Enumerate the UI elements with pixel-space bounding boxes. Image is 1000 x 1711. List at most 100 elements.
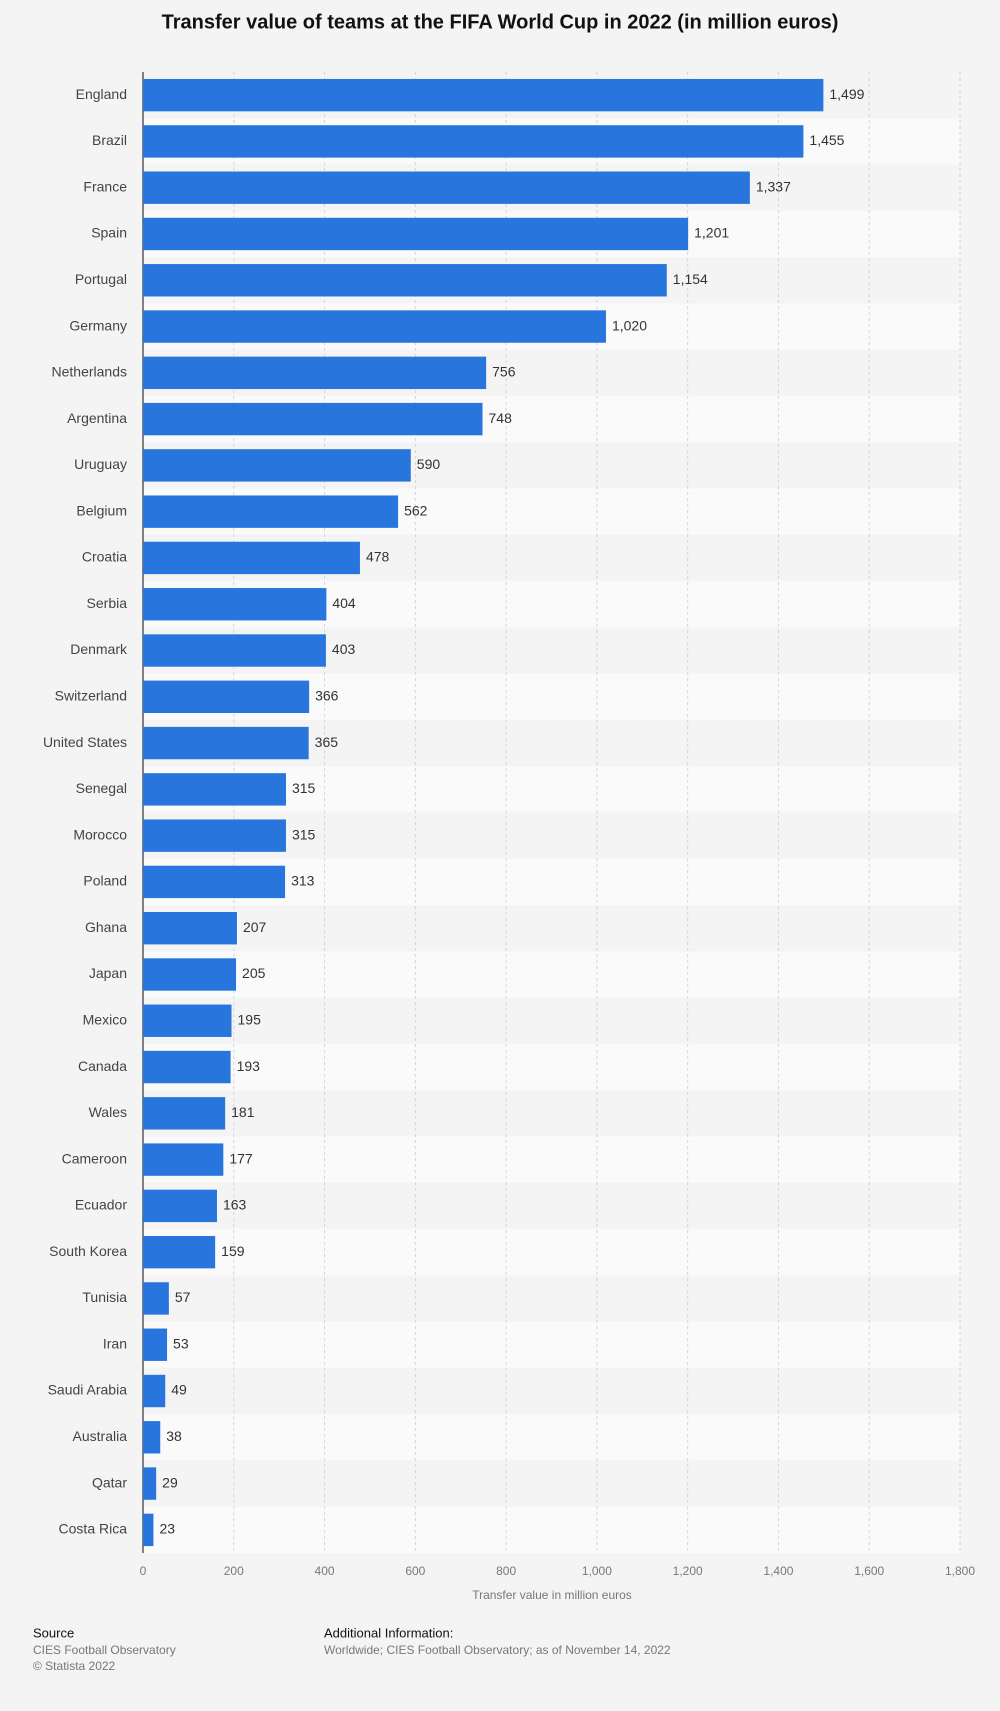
- bar: [143, 1143, 224, 1176]
- y-tick-label: England: [76, 86, 127, 102]
- y-tick-label: Mexico: [83, 1011, 128, 1027]
- bar: [143, 1235, 216, 1269]
- x-tick-label: 200: [224, 1564, 244, 1578]
- value-label: 49: [171, 1382, 187, 1398]
- x-tick-label: 1,200: [673, 1564, 703, 1578]
- bar: [143, 1328, 168, 1361]
- y-tick-label: Wales: [89, 1104, 127, 1120]
- info-text: Worldwide; CIES Football Observatory; as…: [324, 1643, 671, 1657]
- y-tick-label: Denmark: [70, 641, 128, 657]
- y-tick-label: Ghana: [85, 919, 127, 935]
- value-label: 1,455: [809, 132, 844, 148]
- bar: [143, 1189, 217, 1223]
- bar: [143, 865, 286, 899]
- bar: [143, 1374, 166, 1408]
- row-band: [143, 1182, 960, 1230]
- value-label: 365: [315, 734, 339, 750]
- value-label: 1,020: [612, 317, 647, 333]
- y-tick-label: Ecuador: [75, 1197, 127, 1213]
- bar: [143, 912, 237, 945]
- value-label: 207: [243, 919, 267, 935]
- y-tick-label: Saudi Arabia: [48, 1382, 128, 1398]
- source-line: © Statista 2022: [33, 1659, 116, 1673]
- y-tick-label: Switzerland: [55, 688, 127, 704]
- x-tick-label: 1,600: [854, 1564, 884, 1578]
- y-tick-label: Poland: [83, 873, 127, 889]
- value-label: 159: [221, 1243, 245, 1259]
- bar: [143, 634, 326, 667]
- y-tick-label: South Korea: [49, 1243, 127, 1259]
- value-label: 1,499: [829, 86, 864, 102]
- row-band: [143, 1043, 960, 1091]
- bar: [143, 217, 689, 251]
- value-label: 1,201: [694, 225, 729, 241]
- bar: [143, 1513, 154, 1547]
- y-tick-label: Germany: [69, 317, 127, 333]
- row-band: [143, 951, 960, 998]
- bar: [143, 310, 606, 343]
- x-tick-label: 600: [405, 1564, 425, 1578]
- value-label: 315: [292, 780, 316, 796]
- bar: [143, 1004, 232, 1037]
- info-heading: Additional Information:: [324, 1625, 453, 1640]
- y-tick-label: Portugal: [75, 271, 127, 287]
- y-tick-label: Brazil: [92, 132, 127, 148]
- y-tick-label: Cameroon: [62, 1150, 127, 1166]
- value-label: 177: [229, 1150, 253, 1166]
- bar: [143, 402, 483, 436]
- bar: [143, 1282, 169, 1315]
- value-label: 562: [404, 502, 428, 518]
- value-label: 163: [223, 1197, 247, 1213]
- row-band: [143, 1229, 960, 1276]
- value-label: 38: [166, 1428, 182, 1444]
- y-tick-label: Argentina: [67, 410, 127, 426]
- bar: [143, 588, 327, 621]
- value-label: 756: [492, 364, 516, 380]
- y-tick-label: Japan: [89, 965, 127, 981]
- y-tick-label: Senegal: [76, 780, 127, 796]
- x-axis-title: Transfer value in million euros: [472, 1588, 632, 1602]
- y-tick-label: Costa Rica: [59, 1521, 128, 1537]
- value-label: 366: [315, 688, 339, 704]
- source-line: CIES Football Observatory: [33, 1643, 176, 1657]
- value-label: 315: [292, 826, 316, 842]
- row-band: [143, 905, 960, 952]
- row-band: [143, 1321, 960, 1368]
- value-label: 404: [332, 595, 356, 611]
- bar: [143, 1097, 226, 1130]
- source-heading: Source: [33, 1625, 74, 1640]
- y-tick-label: Spain: [91, 225, 127, 241]
- bar: [143, 773, 286, 806]
- row-band: [143, 997, 960, 1044]
- y-tick-label: Qatar: [92, 1474, 127, 1490]
- y-tick-label: Canada: [78, 1058, 127, 1074]
- value-label: 23: [159, 1521, 175, 1537]
- bar: [143, 541, 360, 575]
- bar: [143, 356, 487, 390]
- bar: [143, 726, 309, 760]
- value-label: 1,154: [673, 271, 708, 287]
- y-tick-label: Uruguay: [74, 456, 127, 472]
- row-band: [143, 1414, 960, 1461]
- value-label: 29: [162, 1474, 178, 1490]
- bar: [143, 819, 286, 852]
- y-tick-label: United States: [43, 734, 127, 750]
- value-label: 1,337: [756, 178, 791, 194]
- value-label: 590: [417, 456, 441, 472]
- row-band: [143, 1460, 960, 1507]
- bar: [143, 171, 750, 204]
- bar: [143, 1050, 231, 1084]
- bar: [143, 1421, 161, 1454]
- value-label: 403: [332, 641, 356, 657]
- bar: [143, 958, 237, 991]
- x-tick-label: 0: [140, 1564, 147, 1578]
- x-tick-label: 800: [496, 1564, 516, 1578]
- bar: [143, 78, 824, 112]
- y-tick-label: Netherlands: [52, 364, 128, 380]
- bar: [143, 680, 310, 713]
- bar: [143, 125, 804, 158]
- value-label: 53: [173, 1335, 189, 1351]
- y-tick-label: Tunisia: [82, 1289, 127, 1305]
- chart-title: Transfer value of teams at the FIFA Worl…: [162, 11, 839, 33]
